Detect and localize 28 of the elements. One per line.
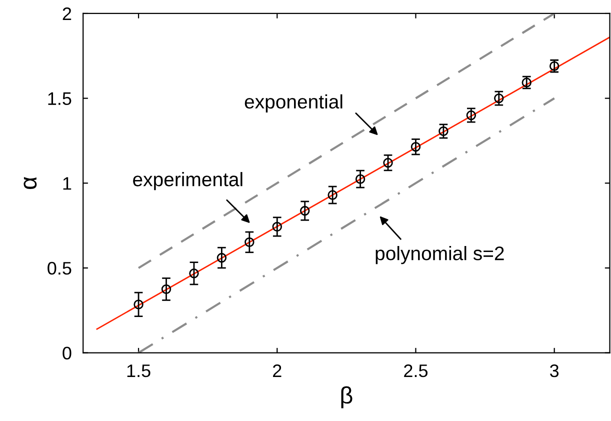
point bbox=[134, 300, 144, 310]
x-tick-label: 3 bbox=[550, 364, 559, 378]
y-tick-label: 0 bbox=[62, 346, 72, 360]
annotation: exponential bbox=[244, 94, 342, 112]
y-tick-label: 1 bbox=[63, 177, 72, 190]
point bbox=[438, 126, 448, 136]
point bbox=[466, 110, 476, 120]
point bbox=[328, 190, 338, 200]
point bbox=[494, 93, 504, 104]
x-axis-title: β bbox=[341, 386, 352, 408]
point bbox=[161, 284, 172, 294]
point bbox=[383, 158, 393, 168]
y-tick-label: 0.5 bbox=[48, 262, 72, 275]
x-tick-label: 2 bbox=[273, 364, 282, 377]
point bbox=[244, 237, 254, 248]
y-axis-title: α bbox=[24, 176, 37, 189]
y-tick-label: 1.5 bbox=[48, 92, 72, 106]
x-tick-label: 1.5 bbox=[127, 364, 150, 378]
point bbox=[300, 206, 310, 216]
point bbox=[355, 174, 366, 184]
y-tick-label: 2 bbox=[62, 7, 72, 20]
point bbox=[410, 142, 421, 152]
point bbox=[189, 268, 199, 278]
point bbox=[216, 252, 227, 263]
point bbox=[272, 222, 282, 232]
annotation: polynomial s=2 bbox=[376, 246, 504, 264]
annotation: experimental bbox=[133, 172, 242, 190]
x-tick-label: 2.5 bbox=[404, 364, 428, 378]
